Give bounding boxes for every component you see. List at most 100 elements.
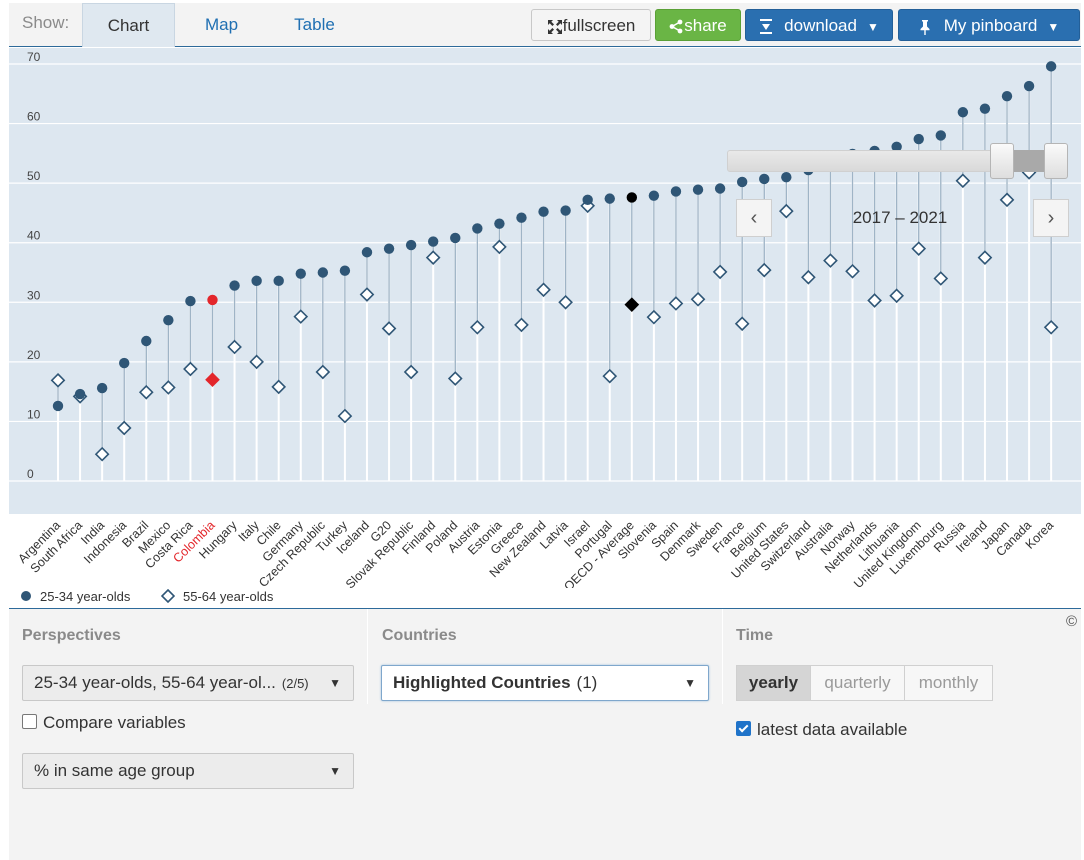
data-point-25-34-mexico bbox=[163, 314, 174, 326]
data-point-25-34-lithuania bbox=[891, 141, 902, 153]
y-tick-label: 30 bbox=[27, 288, 41, 302]
countries-select[interactable]: Highlighted Countries (1) ▼ bbox=[381, 665, 709, 701]
data-point-55-64-norway bbox=[845, 263, 860, 279]
data-point-55-64-oecd-average bbox=[624, 297, 640, 313]
data-point-25-34-finland bbox=[427, 236, 439, 247]
data-point-55-64-slovenia bbox=[646, 309, 662, 325]
data-point-55-64-germany bbox=[293, 309, 309, 324]
y-tick-label: 70 bbox=[27, 50, 41, 64]
time-title: Time bbox=[736, 627, 774, 644]
data-point-55-64-lithuania bbox=[889, 288, 904, 304]
perspectives-value: 25-34 year-olds, 55-64 year-ol... bbox=[34, 673, 276, 692]
download-label: download bbox=[784, 16, 857, 35]
fullscreen-button[interactable]: fullscreen bbox=[531, 9, 651, 41]
data-point-55-64-netherlands bbox=[867, 293, 882, 308]
y-tick-label: 50 bbox=[27, 169, 41, 183]
circle-marker-icon bbox=[21, 591, 31, 601]
data-point-55-64-colombia bbox=[205, 372, 220, 388]
data-point-55-64-g20 bbox=[381, 321, 397, 336]
legend-item-25-34[interactable]: 25-34 year-olds bbox=[20, 589, 130, 604]
data-point-55-64-korea bbox=[1043, 319, 1059, 335]
perspectives-title: Perspectives bbox=[22, 627, 121, 644]
time-option-yearly[interactable]: yearly bbox=[736, 665, 811, 701]
controls-panel: © Perspectives 25-34 year-olds, 55-64 ye… bbox=[9, 608, 1081, 860]
time-slider-start-handle[interactable] bbox=[990, 143, 1014, 179]
data-point-55-64-france bbox=[734, 316, 750, 332]
data-point-25-34-czech-republic bbox=[317, 267, 329, 278]
time-option-monthly[interactable]: monthly bbox=[904, 665, 993, 701]
data-point-55-64-estonia bbox=[492, 239, 507, 255]
data-point-25-34-spain bbox=[670, 186, 682, 197]
data-point-55-64-brazil bbox=[138, 384, 154, 400]
download-icon bbox=[760, 19, 773, 35]
checkbox-checked[interactable] bbox=[736, 721, 751, 736]
data-point-55-64-spain bbox=[668, 296, 684, 311]
data-point-55-64-denmark bbox=[690, 291, 706, 307]
data-point-55-64-iceland bbox=[359, 287, 375, 302]
copyright-icon[interactable]: © bbox=[1065, 613, 1077, 630]
legend-item-55-64[interactable]: 55-64 year-olds bbox=[160, 588, 274, 604]
data-point-55-64-mexico bbox=[161, 380, 176, 395]
data-point-55-64-portugal bbox=[602, 368, 618, 384]
checkbox-box[interactable] bbox=[22, 714, 37, 729]
data-point-25-34-g20 bbox=[383, 243, 395, 254]
time-option-quarterly[interactable]: quarterly bbox=[810, 665, 905, 701]
chevron-left-icon: ‹ bbox=[750, 207, 758, 229]
data-point-25-34-germany bbox=[295, 268, 306, 279]
data-point-25-34-israel bbox=[582, 194, 593, 206]
data-point-55-64-turkey bbox=[337, 408, 353, 424]
tab-table[interactable]: Table bbox=[294, 15, 335, 34]
data-point-55-64-united-states bbox=[778, 203, 794, 219]
unit-select[interactable]: % in same age group ▼ bbox=[22, 753, 354, 789]
pin-icon bbox=[920, 19, 930, 35]
data-point-25-34-denmark bbox=[692, 184, 704, 195]
time-slider-range bbox=[1003, 150, 1047, 172]
y-tick-label: 60 bbox=[27, 110, 41, 124]
latest-data-checkbox[interactable]: latest data available bbox=[736, 720, 907, 740]
download-button[interactable]: download ▼ bbox=[745, 9, 893, 41]
pinboard-button[interactable]: My pinboard ▼ bbox=[898, 9, 1080, 41]
time-slider-end-handle[interactable] bbox=[1044, 143, 1068, 179]
chevron-down-icon: ▼ bbox=[1047, 20, 1060, 34]
chevron-down-icon: ▼ bbox=[329, 764, 341, 778]
chevron-down-icon: ▼ bbox=[329, 676, 341, 690]
data-point-25-34-turkey bbox=[339, 265, 351, 276]
data-point-25-34-latvia bbox=[560, 205, 571, 216]
compare-variables-checkbox[interactable]: Compare variables bbox=[22, 713, 186, 733]
data-point-55-64-hungary bbox=[227, 339, 242, 355]
data-point-25-34-slovak-republic bbox=[405, 239, 417, 251]
tab-map[interactable]: Map bbox=[204, 15, 239, 34]
data-point-25-34-iceland bbox=[361, 247, 373, 258]
data-point-55-64-chile bbox=[271, 379, 287, 395]
perspectives-select[interactable]: 25-34 year-olds, 55-64 year-ol... (2/5) ▼ bbox=[22, 665, 354, 701]
data-point-55-64-latvia bbox=[558, 294, 573, 310]
y-tick-label: 10 bbox=[27, 407, 41, 421]
data-point-25-34-japan bbox=[1001, 90, 1013, 102]
data-point-25-34-argentina bbox=[52, 400, 64, 412]
tab-chart[interactable]: Chart bbox=[82, 3, 175, 47]
next-period-button[interactable]: › bbox=[1033, 199, 1069, 237]
previous-period-button[interactable]: ‹ bbox=[736, 199, 772, 237]
data-point-55-64-slovak-republic bbox=[403, 364, 419, 380]
data-point-25-34-south-africa bbox=[74, 388, 86, 400]
legend-label-55-64: 55-64 year-olds bbox=[183, 589, 274, 604]
data-point-25-34-oecd-average bbox=[626, 192, 638, 203]
share-button[interactable]: share bbox=[655, 9, 741, 41]
data-point-55-64-poland bbox=[447, 371, 463, 386]
data-point-55-64-greece bbox=[514, 317, 529, 333]
data-point-55-64-finland bbox=[425, 250, 441, 265]
chevron-down-icon: ▼ bbox=[684, 676, 696, 690]
data-point-55-64-austria bbox=[469, 319, 485, 335]
countries-value: Highlighted Countries bbox=[393, 673, 571, 692]
data-point-55-64-czech-republic bbox=[315, 364, 331, 380]
data-point-25-34-korea bbox=[1045, 61, 1057, 72]
data-point-25-34-greece bbox=[516, 212, 527, 223]
share-icon bbox=[669, 19, 683, 34]
data-point-55-64-italy bbox=[249, 354, 264, 370]
data-point-25-34-new-zealand bbox=[538, 206, 549, 217]
data-point-55-64-india bbox=[94, 446, 110, 462]
data-point-25-34-luxembourg bbox=[935, 130, 946, 141]
y-tick-label: 20 bbox=[27, 348, 41, 362]
y-tick-label: 40 bbox=[27, 229, 41, 243]
plot-background bbox=[9, 48, 1081, 514]
